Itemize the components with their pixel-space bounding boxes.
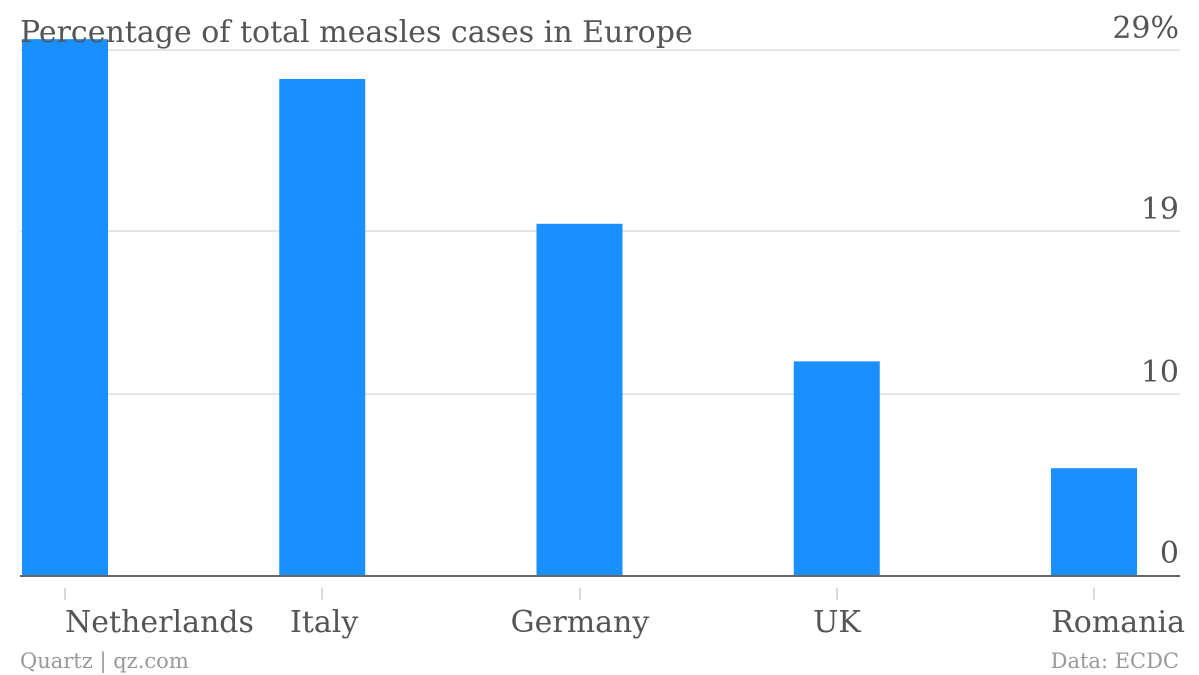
- y-tick-label: 19: [1141, 192, 1179, 227]
- data-source: Data: ECDC: [1051, 649, 1179, 673]
- x-category-label: Romania: [1051, 605, 1185, 640]
- bars: [22, 39, 1137, 576]
- x-category-label: Italy: [290, 605, 358, 640]
- x-category-label: Netherlands: [65, 605, 254, 640]
- bar: [1051, 468, 1137, 575]
- bar: [793, 361, 880, 575]
- bar: [279, 78, 366, 575]
- y-tick-label: 10: [1141, 355, 1179, 390]
- x-axis-ticks: [64, 588, 1095, 600]
- x-category-label: Germany: [511, 605, 650, 640]
- bar: [22, 39, 108, 575]
- y-tick-label: 0: [1160, 536, 1179, 571]
- bar: [536, 223, 623, 576]
- y-tick-label: 29%: [1112, 11, 1179, 46]
- chart-title: Percentage of total measles cases in Eur…: [20, 15, 693, 50]
- x-axis-category-labels: Netherlands Italy Germany UK Romania: [65, 605, 1185, 640]
- source-credit: Quartz | qz.com: [20, 649, 189, 674]
- y-axis-tick-labels: 0 10 19 29%: [1112, 11, 1179, 571]
- x-category-label: UK: [813, 605, 861, 640]
